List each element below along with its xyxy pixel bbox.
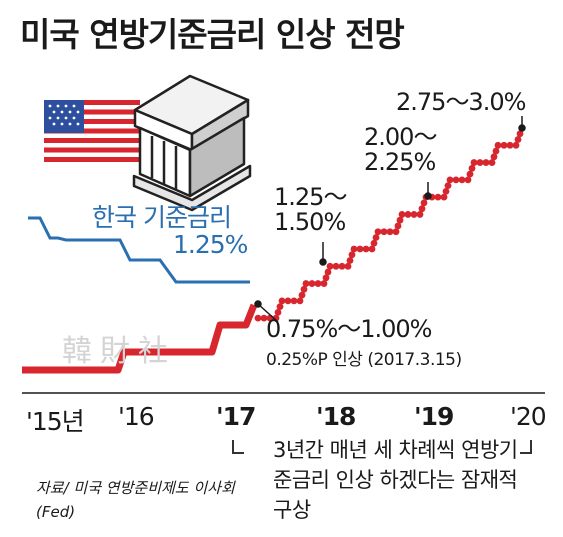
projection-dot — [276, 303, 284, 311]
plan-note: 3년간 매년 세 차례씩 연방기준금리 인상 하겠다는 잠재적구상 — [273, 438, 518, 522]
bracket-right — [520, 440, 532, 454]
projection-dot — [396, 216, 404, 224]
projection-dot — [298, 291, 306, 299]
projection-dot — [488, 159, 496, 166]
projection-dot — [254, 314, 262, 322]
projection-dot — [452, 176, 460, 184]
projection-dot — [372, 234, 380, 241]
projection-dot — [392, 228, 400, 236]
projection-dot — [492, 147, 500, 155]
projection-dot — [444, 182, 452, 190]
tick-2015: '15년 — [26, 407, 85, 436]
chart-title: 미국 연방기준금리 인상 전망 — [20, 15, 405, 54]
watermark: 韓財社 — [62, 334, 176, 369]
projection-dot — [338, 262, 346, 270]
projection-dot — [410, 211, 418, 218]
annotation-2019-line2: 2.25% — [364, 148, 436, 176]
marker-2020 — [518, 124, 526, 132]
projection-dot — [404, 211, 412, 218]
projection-dot — [362, 245, 370, 253]
projection-dot — [494, 141, 502, 149]
projection-dot — [458, 176, 466, 184]
projection-dot — [514, 136, 522, 143]
projection-dot — [490, 153, 498, 161]
us-rate-line-actual — [22, 303, 258, 374]
projection-dot — [482, 159, 490, 166]
annotation-current-rate: 0.75%～1.00% — [266, 315, 432, 343]
annotation-2020: 2.75～3.0% — [396, 88, 526, 116]
projection-dot — [344, 262, 352, 270]
projection-dot — [434, 193, 442, 201]
leader-line-current — [257, 303, 279, 323]
tick-2017: '17 — [216, 402, 256, 431]
tick-2016: '16 — [118, 402, 155, 431]
projection-dot — [416, 211, 424, 218]
projection-dot — [394, 222, 402, 230]
projection-dot — [308, 280, 316, 287]
annotation-2018-line1: 1.25～ — [274, 183, 347, 211]
projection-dot — [398, 211, 406, 218]
projection-dot — [440, 193, 448, 201]
projection-dot — [260, 314, 268, 322]
projection-dot — [386, 228, 394, 236]
projection-dot — [420, 199, 428, 207]
source-note: 자료/ 미국 연방준비제도 이사회(Fed) — [36, 479, 235, 521]
projection-dot — [278, 297, 286, 305]
projection-dot — [274, 308, 282, 316]
projection-dot — [512, 141, 520, 149]
projection-dot — [356, 245, 364, 253]
projection-dot — [320, 280, 328, 287]
korea-rate-line — [28, 216, 250, 284]
projection-dot — [418, 205, 426, 213]
korea-rate-label: 한국 기준금리 — [92, 203, 232, 232]
projection-dot — [346, 257, 354, 264]
projection-dot — [322, 274, 330, 282]
tick-2018: '18 — [316, 402, 356, 431]
projection-dot — [290, 297, 298, 305]
projection-dot — [314, 280, 322, 287]
projection-dot — [350, 245, 358, 253]
marker-2018 — [319, 258, 327, 266]
projection-dot — [332, 262, 340, 270]
projection-dot — [374, 228, 382, 236]
projection-dot — [442, 187, 450, 195]
projection-dot — [370, 239, 378, 247]
projection-dot — [500, 141, 508, 149]
projection-dot — [506, 141, 514, 149]
projection-dot — [470, 159, 478, 166]
marker-2019 — [424, 192, 432, 200]
projection-dot — [464, 176, 472, 184]
bracket-left — [232, 440, 244, 454]
projection-dot — [516, 130, 524, 138]
projection-dot — [466, 170, 474, 178]
projection-dot — [296, 297, 304, 305]
projection-dot — [324, 268, 332, 276]
tick-2020: '20 — [510, 402, 547, 431]
projection-dot — [446, 176, 454, 184]
us-flag-icon — [44, 100, 140, 162]
marker-current — [254, 300, 262, 308]
projection-dot — [272, 314, 280, 322]
projection-dot — [368, 245, 376, 253]
us-rate-projection — [254, 130, 524, 322]
projection-dot — [380, 228, 388, 236]
tick-2019: '19 — [414, 402, 454, 431]
projection-dot — [300, 285, 308, 293]
projection-dot — [476, 159, 484, 166]
projection-dot — [468, 164, 476, 172]
bank-building-icon — [132, 74, 252, 212]
projection-dot — [284, 297, 292, 305]
annotation-current-sub: 0.25%P 인상 (2017.3.15) — [266, 350, 462, 370]
projection-dot — [348, 251, 356, 259]
korea-rate-value: 1.25% — [173, 230, 248, 259]
annotation-2018-line2: 1.50% — [274, 208, 346, 236]
projection-dot — [302, 280, 310, 287]
projection-dot — [326, 262, 334, 270]
annotation-2019-line1: 2.00～ — [364, 123, 437, 151]
